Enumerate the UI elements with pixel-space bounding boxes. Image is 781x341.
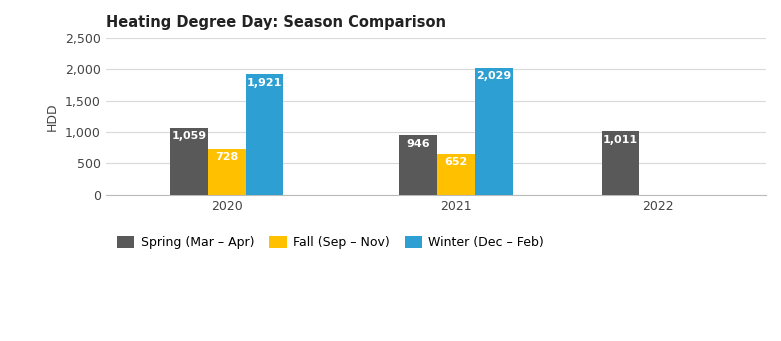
Text: 2,029: 2,029 <box>476 71 512 81</box>
Bar <box>601 131 640 195</box>
Text: 946: 946 <box>406 138 430 149</box>
Text: 1,921: 1,921 <box>247 77 282 88</box>
Text: 652: 652 <box>444 157 468 167</box>
Bar <box>170 128 208 195</box>
Text: Heating Degree Day: Season Comparison: Heating Degree Day: Season Comparison <box>105 15 445 30</box>
Bar <box>399 135 437 195</box>
Bar <box>208 149 246 195</box>
Text: 728: 728 <box>216 152 238 162</box>
Bar <box>246 74 284 195</box>
Legend: Spring (Mar – Apr), Fall (Sep – Nov), Winter (Dec – Feb): Spring (Mar – Apr), Fall (Sep – Nov), Wi… <box>112 231 549 254</box>
Bar <box>475 68 512 195</box>
Bar <box>437 154 475 195</box>
Y-axis label: HDD: HDD <box>46 102 59 131</box>
Text: 1,059: 1,059 <box>172 132 207 142</box>
Text: 1,011: 1,011 <box>603 134 638 145</box>
